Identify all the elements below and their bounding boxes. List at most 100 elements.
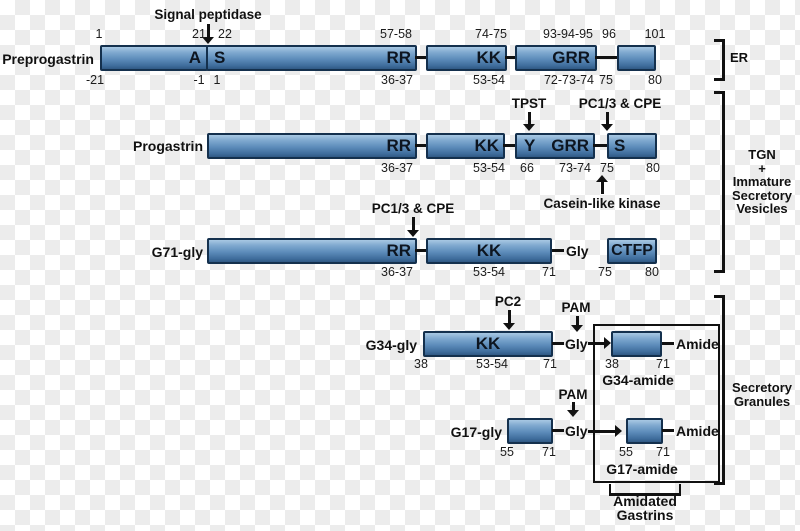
- bar-segment-grr: GRR: [515, 45, 597, 71]
- bar-segment-signal-peptide: A: [100, 45, 208, 71]
- tgn-line5: Vesicles: [736, 201, 788, 216]
- connector-line: [415, 249, 427, 252]
- position-number: 38: [605, 357, 619, 371]
- gly-label: Gly: [565, 423, 588, 439]
- secretory-granules-bracket: [714, 295, 725, 485]
- pc13-cpe-arrow-down-icon: [601, 112, 613, 131]
- enzyme-label-pc13-cpe: PC1/3 & CPE: [371, 201, 455, 216]
- position-number: 71: [656, 357, 670, 371]
- gly-tick: [552, 429, 564, 432]
- position-number: 1: [95, 27, 103, 41]
- gly-tick: [552, 249, 564, 252]
- residue-label: S: [214, 48, 226, 67]
- position-number: 80: [648, 73, 662, 87]
- signal-peptidase-arrow-down-icon: [202, 24, 214, 44]
- connector-line: [415, 144, 427, 147]
- residue-label: CTFP: [611, 242, 653, 259]
- position-number: 101: [644, 27, 666, 41]
- gly-tick: [552, 342, 564, 345]
- connector-line: [595, 56, 619, 59]
- amidated-gastrins-label: Amidated Gastrins: [595, 493, 695, 523]
- conversion-arrow-right-icon: [588, 425, 622, 437]
- compartment-label-secretory-granules: Secretory Granules: [724, 381, 800, 408]
- bar-segment-y-grr: Y GRR: [515, 133, 595, 159]
- position-number: 75: [600, 161, 614, 175]
- gly-label: Gly: [565, 336, 588, 352]
- sg-line1: Secretory: [732, 380, 792, 395]
- residue-label: RR: [386, 241, 411, 260]
- connector-line: [503, 144, 517, 147]
- pam-arrow-down-icon: [571, 316, 583, 332]
- amidated-gastrins-line2: Gastrins: [616, 506, 674, 523]
- pc13-cpe-arrow-down-icon: [407, 217, 419, 237]
- position-number: 22: [218, 27, 232, 41]
- position-number: 36-37: [381, 265, 413, 279]
- conversion-arrow-right-icon: [588, 337, 611, 349]
- row-label-g34-gly: G34-gly: [365, 337, 417, 353]
- bar-segment-s-ctfp: S: [607, 133, 657, 159]
- tgn-bracket: [714, 91, 725, 273]
- position-number: 38: [414, 357, 428, 371]
- amidated-gastrins-outline-box: [593, 324, 720, 483]
- bar-segment-kk: KK: [426, 45, 507, 71]
- row-label-g71-gly: G71-gly: [151, 244, 203, 260]
- position-number: 73-74: [559, 161, 591, 175]
- amide-tick: [662, 429, 674, 432]
- position-number: 36-37: [381, 73, 413, 87]
- position-number: 36-37: [381, 161, 413, 175]
- position-number: 1: [213, 73, 221, 87]
- connector-line: [415, 56, 427, 59]
- position-number: 71: [543, 357, 557, 371]
- position-number: 93-94-95: [542, 27, 594, 41]
- tgn-line4: Secretory: [732, 187, 792, 203]
- enzyme-label-tpst: TPST: [511, 96, 547, 111]
- position-number: -1: [193, 73, 205, 87]
- residue-label: A: [188, 48, 201, 67]
- amidated-gastrins-line1: Amidated: [613, 493, 677, 509]
- residue-label: Y: [524, 136, 536, 155]
- sg-line2: Granules: [733, 393, 791, 409]
- amide-tick: [662, 342, 674, 345]
- position-number: 71: [542, 445, 556, 459]
- position-number: 53-54: [473, 73, 505, 87]
- pam-arrow-down-icon: [567, 402, 579, 417]
- position-number: 72-73-74: [543, 73, 595, 87]
- bar-segment-kk: KK: [426, 238, 552, 264]
- bar-segment-g17: [507, 418, 553, 444]
- position-number: 55: [619, 445, 633, 459]
- residue-label: RR: [386, 136, 411, 155]
- connector-line: [505, 56, 517, 59]
- position-number: 80: [646, 161, 660, 175]
- residue-label: GRR: [551, 136, 589, 155]
- enzyme-label-pc13-cpe: PC1/3 & CPE: [578, 96, 662, 111]
- enzyme-label-pam: PAM: [561, 300, 591, 315]
- residue-label: KK: [476, 48, 501, 67]
- position-number: 53-54: [473, 265, 505, 279]
- bar-segment-progastrin-body: S RR: [206, 45, 417, 71]
- amide-label: Amide: [676, 423, 719, 439]
- position-number: 71: [656, 445, 670, 459]
- row-label-g17-gly: G17-gly: [450, 424, 502, 440]
- position-number: 21: [192, 27, 206, 41]
- amide-label: Amide: [676, 336, 719, 352]
- position-number: 96: [602, 27, 616, 41]
- bar-segment-g71-body: RR: [207, 238, 417, 264]
- amidated-gastrins-bracket: [609, 484, 681, 496]
- row-label-progastrin: Progastrin: [132, 138, 203, 154]
- casein-like-kinase-arrow-up-icon: [596, 175, 608, 194]
- position-number: 53-54: [476, 357, 508, 371]
- bar-segment-progastrin-body: RR: [207, 133, 417, 159]
- position-number: -21: [85, 73, 105, 87]
- bar-segment-ctfp: CTFP: [607, 238, 657, 264]
- enzyme-label-pc2: PC2: [494, 294, 522, 309]
- enzyme-label-casein-like-kinase: Casein-like kinase: [543, 196, 661, 211]
- compartment-label-tgn: TGN + Immature Secretory Vesicles: [724, 148, 800, 216]
- position-number: 66: [520, 161, 534, 175]
- gly-label: Gly: [566, 243, 589, 259]
- position-number: 57-58: [380, 27, 412, 41]
- position-number: 75: [598, 265, 612, 279]
- bar-segment-ctfp-region: [617, 45, 656, 71]
- position-number: 74-75: [475, 27, 507, 41]
- position-number: 55: [500, 445, 514, 459]
